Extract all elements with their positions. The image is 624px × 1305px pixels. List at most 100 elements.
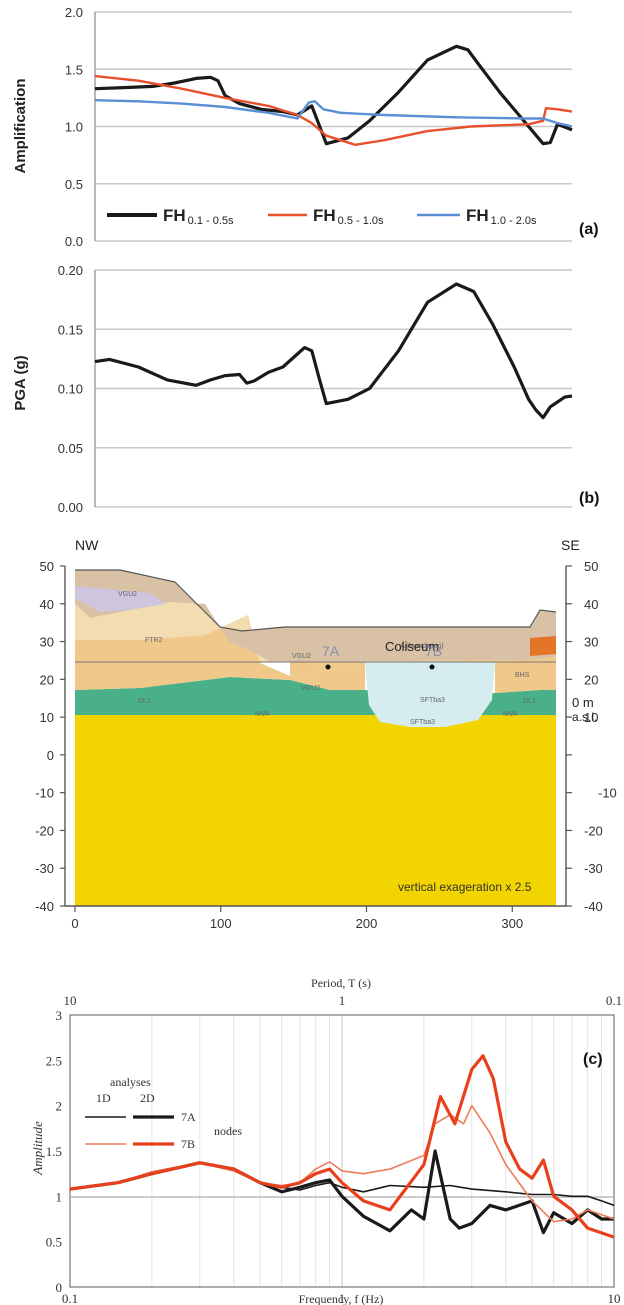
- series-line-4: [69, 1054, 615, 1239]
- y-tick-label: 0: [56, 1280, 63, 1295]
- layer-light-ftr2: [75, 602, 270, 663]
- nw-label: NW: [75, 537, 99, 553]
- right-y-tick-label: 40: [584, 597, 598, 612]
- station-7a-marker: [325, 664, 331, 670]
- unit-label-12: BHS: [515, 672, 530, 679]
- layer-foundation: [242, 610, 556, 662]
- layer-foundation-left: [75, 570, 290, 662]
- unit-label-4: VGU2: [292, 653, 311, 660]
- x-tick-label: 1: [339, 1291, 346, 1305]
- legend-fh1: FH 0.1 - 0.5s: [163, 206, 234, 227]
- y-tick-label: 0.5: [46, 1235, 62, 1250]
- left-y-tick-label: 0: [47, 748, 54, 763]
- top-x-tick-label: 1: [339, 993, 346, 1008]
- panel-a-label: (a): [579, 221, 599, 238]
- series-line-1: [94, 282, 573, 420]
- series-line-3: [94, 99, 573, 128]
- legend-header: analyses: [110, 1075, 151, 1089]
- legend-row-7b: 7B: [181, 1137, 195, 1151]
- y-tick-label: 0.00: [58, 500, 83, 515]
- x-tick-label: 10: [608, 1291, 621, 1305]
- legend-col-2d: 2D: [140, 1091, 155, 1105]
- y-tick-label: 0.0: [65, 234, 83, 249]
- series-line-1: [94, 44, 573, 146]
- y-tick-label: 0.05: [58, 441, 83, 456]
- unit-label-3: A (foundation): [400, 643, 444, 650]
- top-x-tick-label: 0.1: [606, 993, 622, 1008]
- exaggeration-note: vertical exageration x 2.5: [398, 880, 532, 894]
- left-y-tick-label: -20: [35, 823, 54, 838]
- cross-section: NW SE VGU2 FTR2 A (foundation) VGU2 VGU2…: [35, 537, 617, 931]
- panel-c-ylabel: Amplitude: [30, 1121, 45, 1176]
- x-tick-label: 0.1: [62, 1291, 78, 1305]
- asl-label: a.s.l.: [572, 710, 597, 724]
- y-tick-label: 2.0: [65, 5, 83, 20]
- coliseum-label: Coliseum: [385, 639, 439, 654]
- right-y-tick-label: -30: [584, 861, 603, 876]
- unit-label-11: MVA: [503, 711, 518, 718]
- right-y-tick-label: 50: [584, 559, 598, 574]
- panel-c-legend: analyses 1D 2D 7A 7B nodes: [85, 1075, 242, 1151]
- topography-line: [75, 569, 557, 632]
- legend-group: nodes: [214, 1124, 242, 1138]
- x-tick-label: 0: [71, 916, 78, 931]
- x-tick-label: 100: [210, 916, 232, 931]
- y-tick-label: 1: [56, 1189, 63, 1204]
- y-tick-label: 1.0: [65, 120, 83, 135]
- left-y-tick-label: 50: [40, 559, 54, 574]
- unit-label-9: DL1: [523, 698, 536, 705]
- panel-c-label: (c): [583, 1051, 603, 1068]
- panel-a-chart: 0.0 0.5 1.0 1.5 2.0 Amplification FH 0.1 - 0.…: [12, 5, 599, 249]
- left-y-tick-label: -10: [35, 786, 54, 801]
- layer-orange: [530, 636, 556, 656]
- se-label: SE: [561, 537, 580, 553]
- layer-lavender: [75, 586, 165, 612]
- y-tick-label: 2.5: [46, 1053, 62, 1068]
- right-y-tick-label: -40: [584, 899, 603, 914]
- layer-cyan-sftba3: [365, 662, 495, 727]
- top-x-tick-label: 10: [64, 993, 77, 1008]
- legend-row-7a: 7A: [181, 1110, 196, 1124]
- unit-label-1: VGU2: [118, 591, 137, 598]
- y-tick-label: 1.5: [46, 1144, 62, 1159]
- unit-label-5: VGU2: [301, 685, 320, 692]
- unit-label-8: DL1: [138, 698, 151, 705]
- panel-b-label: (b): [579, 490, 599, 507]
- layer-tan-left: [75, 615, 365, 690]
- legend-fh2: FH 0.5 - 1.0s: [313, 206, 384, 227]
- panel-c-top-xlabel: Period, T (s): [311, 976, 371, 990]
- panel-a-legend: FH 0.1 - 0.5s FH 0.5 - 1.0s FH 1.0 - 2.0s: [107, 206, 537, 227]
- panel-b-y-label: PGA (g): [12, 355, 29, 410]
- unit-label-10: MVA: [255, 711, 270, 718]
- left-y-tick-label: 30: [40, 635, 54, 650]
- y-tick-label: 0.10: [58, 382, 83, 397]
- panel-c-xlabel: Frequency, f (Hz): [299, 1292, 384, 1305]
- y-tick-label: 0.15: [58, 322, 83, 337]
- legend-col-1d: 1D: [96, 1091, 111, 1105]
- legend-fh3: FH 1.0 - 2.0s: [466, 206, 537, 227]
- unit-label-7: SFTba3: [410, 719, 435, 726]
- x-tick-label: 300: [501, 916, 523, 931]
- right-y-tick-label: 30: [584, 635, 598, 650]
- panel-b-chart: 0.00 0.05 0.10 0.15 0.20 PGA (g) (b): [12, 263, 599, 515]
- left-y-tick-label: 10: [40, 710, 54, 725]
- y-tick-label: 3: [56, 1008, 63, 1023]
- panel-c-frame: [69, 1014, 615, 1288]
- right-y-tick-label: -10: [598, 786, 617, 801]
- layer-base-yellow: [75, 715, 556, 906]
- y-tick-label: 2: [56, 1099, 63, 1114]
- station-7a-label: 7A: [322, 643, 340, 659]
- station-7b-marker: [429, 664, 435, 670]
- left-y-tick-label: -40: [35, 899, 54, 914]
- left-y-tick-label: -30: [35, 861, 54, 876]
- y-tick-label: 1.5: [65, 62, 83, 77]
- right-y-tick-label: 10: [584, 710, 598, 725]
- right-y-tick-label: -20: [584, 823, 603, 838]
- left-y-tick-label: 40: [40, 597, 54, 612]
- x-tick-label: 200: [356, 916, 378, 931]
- unit-label-2: FTR2: [145, 637, 163, 644]
- left-y-tick-label: 20: [40, 672, 54, 687]
- panel-a-y-label: Amplification: [12, 78, 29, 173]
- station-7b-label: 7B: [425, 643, 442, 659]
